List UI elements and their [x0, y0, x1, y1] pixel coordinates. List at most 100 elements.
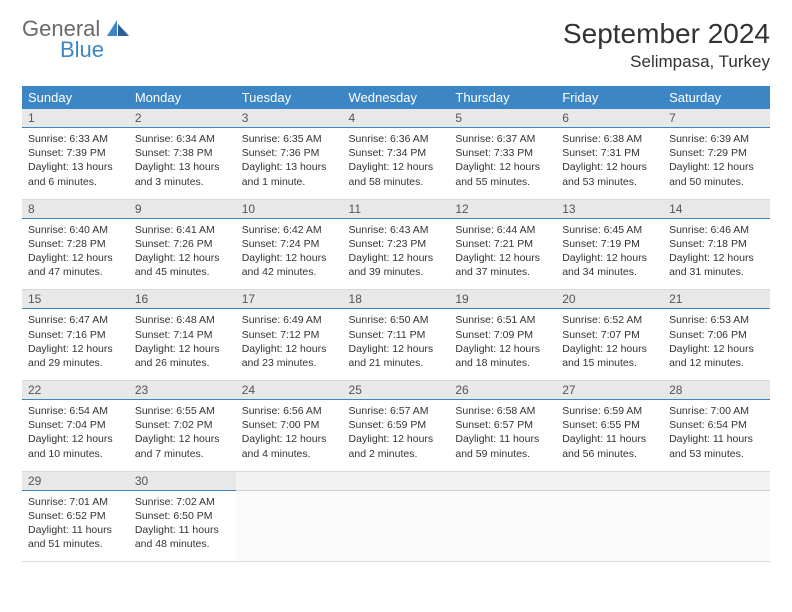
week-0-daynums: 1234567: [22, 109, 770, 128]
daylight-line: Daylight: 12 hours and 12 minutes.: [669, 342, 764, 370]
day-cell: Sunrise: 6:33 AMSunset: 7:39 PMDaylight:…: [22, 128, 129, 200]
title-block: September 2024 Selimpasa, Turkey: [563, 18, 770, 72]
sunrise-line: Sunrise: 6:51 AM: [455, 313, 550, 327]
day-cell: Sunrise: 6:40 AMSunset: 7:28 PMDaylight:…: [22, 218, 129, 290]
sunrise-line: Sunrise: 6:47 AM: [28, 313, 123, 327]
day-cell: Sunrise: 6:39 AMSunset: 7:29 PMDaylight:…: [663, 128, 770, 200]
daynum-cell: 25: [343, 381, 450, 400]
daylight-line: Daylight: 12 hours and 7 minutes.: [135, 432, 230, 460]
daynum-cell: 18: [343, 290, 450, 309]
daynum-cell: 10: [236, 199, 343, 218]
week-4-body: Sunrise: 7:01 AMSunset: 6:52 PMDaylight:…: [22, 490, 770, 562]
week-1-daynums: 891011121314: [22, 199, 770, 218]
daynum-cell: 8: [22, 199, 129, 218]
sunrise-line: Sunrise: 6:59 AM: [562, 404, 657, 418]
daylight-line: Daylight: 12 hours and 10 minutes.: [28, 432, 123, 460]
day-cell: Sunrise: 6:57 AMSunset: 6:59 PMDaylight:…: [343, 400, 450, 472]
sunrise-line: Sunrise: 6:57 AM: [349, 404, 444, 418]
week-3-daynums: 22232425262728: [22, 381, 770, 400]
daylight-line: Daylight: 12 hours and 47 minutes.: [28, 251, 123, 279]
sunrise-line: Sunrise: 6:40 AM: [28, 223, 123, 237]
sunset-line: Sunset: 7:12 PM: [242, 328, 337, 342]
daylight-line: Daylight: 12 hours and 39 minutes.: [349, 251, 444, 279]
daylight-line: Daylight: 13 hours and 6 minutes.: [28, 160, 123, 188]
day-cell: Sunrise: 6:50 AMSunset: 7:11 PMDaylight:…: [343, 309, 450, 381]
day-cell: Sunrise: 6:59 AMSunset: 6:55 PMDaylight:…: [556, 400, 663, 472]
sunset-line: Sunset: 7:21 PM: [455, 237, 550, 251]
daylight-line: Daylight: 11 hours and 59 minutes.: [455, 432, 550, 460]
sunrise-line: Sunrise: 6:41 AM: [135, 223, 230, 237]
header: General Blue September 2024 Selimpasa, T…: [22, 18, 770, 72]
daylight-line: Daylight: 13 hours and 3 minutes.: [135, 160, 230, 188]
sunset-line: Sunset: 7:07 PM: [562, 328, 657, 342]
sunrise-line: Sunrise: 6:53 AM: [669, 313, 764, 327]
daynum-cell: 14: [663, 199, 770, 218]
location: Selimpasa, Turkey: [563, 52, 770, 72]
sunrise-line: Sunrise: 6:33 AM: [28, 132, 123, 146]
logo-sail-icon: [107, 20, 129, 36]
sunset-line: Sunset: 7:19 PM: [562, 237, 657, 251]
daynum-cell: 29: [22, 471, 129, 490]
sunrise-line: Sunrise: 6:42 AM: [242, 223, 337, 237]
day-cell: [343, 490, 450, 562]
sunset-line: Sunset: 7:11 PM: [349, 328, 444, 342]
daylight-line: Daylight: 11 hours and 53 minutes.: [669, 432, 764, 460]
day-cell: Sunrise: 6:38 AMSunset: 7:31 PMDaylight:…: [556, 128, 663, 200]
day-cell: Sunrise: 6:46 AMSunset: 7:18 PMDaylight:…: [663, 218, 770, 290]
daylight-line: Daylight: 12 hours and 55 minutes.: [455, 160, 550, 188]
daylight-line: Daylight: 12 hours and 18 minutes.: [455, 342, 550, 370]
sunrise-line: Sunrise: 6:39 AM: [669, 132, 764, 146]
day-cell: Sunrise: 6:52 AMSunset: 7:07 PMDaylight:…: [556, 309, 663, 381]
dow-tuesday: Tuesday: [236, 86, 343, 109]
sunset-line: Sunset: 7:23 PM: [349, 237, 444, 251]
day-cell: Sunrise: 6:56 AMSunset: 7:00 PMDaylight:…: [236, 400, 343, 472]
daylight-line: Daylight: 12 hours and 42 minutes.: [242, 251, 337, 279]
daylight-line: Daylight: 12 hours and 29 minutes.: [28, 342, 123, 370]
day-cell: Sunrise: 6:51 AMSunset: 7:09 PMDaylight:…: [449, 309, 556, 381]
week-2-daynums: 15161718192021: [22, 290, 770, 309]
daynum-cell: 2: [129, 109, 236, 128]
sunset-line: Sunset: 6:59 PM: [349, 418, 444, 432]
day-cell: Sunrise: 6:49 AMSunset: 7:12 PMDaylight:…: [236, 309, 343, 381]
daynum-cell: 7: [663, 109, 770, 128]
dow-saturday: Saturday: [663, 86, 770, 109]
daynum-cell: 3: [236, 109, 343, 128]
daylight-line: Daylight: 11 hours and 51 minutes.: [28, 523, 123, 551]
sunset-line: Sunset: 7:28 PM: [28, 237, 123, 251]
daylight-line: Daylight: 12 hours and 58 minutes.: [349, 160, 444, 188]
dow-thursday: Thursday: [449, 86, 556, 109]
daylight-line: Daylight: 12 hours and 45 minutes.: [135, 251, 230, 279]
daynum-cell: 9: [129, 199, 236, 218]
day-cell: Sunrise: 6:36 AMSunset: 7:34 PMDaylight:…: [343, 128, 450, 200]
sunset-line: Sunset: 7:16 PM: [28, 328, 123, 342]
daynum-cell: 13: [556, 199, 663, 218]
day-cell: Sunrise: 6:44 AMSunset: 7:21 PMDaylight:…: [449, 218, 556, 290]
sunrise-line: Sunrise: 7:00 AM: [669, 404, 764, 418]
sunrise-line: Sunrise: 6:38 AM: [562, 132, 657, 146]
sunset-line: Sunset: 7:38 PM: [135, 146, 230, 160]
day-cell: Sunrise: 7:00 AMSunset: 6:54 PMDaylight:…: [663, 400, 770, 472]
daynum-cell: 21: [663, 290, 770, 309]
day-cell: Sunrise: 6:43 AMSunset: 7:23 PMDaylight:…: [343, 218, 450, 290]
sunrise-line: Sunrise: 6:43 AM: [349, 223, 444, 237]
day-cell: Sunrise: 6:37 AMSunset: 7:33 PMDaylight:…: [449, 128, 556, 200]
sunrise-line: Sunrise: 6:58 AM: [455, 404, 550, 418]
daynum-cell: [556, 471, 663, 490]
day-cell: Sunrise: 6:35 AMSunset: 7:36 PMDaylight:…: [236, 128, 343, 200]
day-cell: Sunrise: 6:42 AMSunset: 7:24 PMDaylight:…: [236, 218, 343, 290]
sunrise-line: Sunrise: 6:56 AM: [242, 404, 337, 418]
daynum-cell: 22: [22, 381, 129, 400]
daylight-line: Daylight: 12 hours and 4 minutes.: [242, 432, 337, 460]
daynum-cell: 20: [556, 290, 663, 309]
daylight-line: Daylight: 12 hours and 15 minutes.: [562, 342, 657, 370]
sunset-line: Sunset: 7:36 PM: [242, 146, 337, 160]
dow-sunday: Sunday: [22, 86, 129, 109]
sunrise-line: Sunrise: 6:54 AM: [28, 404, 123, 418]
week-4-daynums: 2930: [22, 471, 770, 490]
daylight-line: Daylight: 11 hours and 56 minutes.: [562, 432, 657, 460]
daylight-line: Daylight: 12 hours and 34 minutes.: [562, 251, 657, 279]
daynum-cell: 5: [449, 109, 556, 128]
daynum-cell: 24: [236, 381, 343, 400]
daylight-line: Daylight: 12 hours and 2 minutes.: [349, 432, 444, 460]
daynum-cell: [343, 471, 450, 490]
